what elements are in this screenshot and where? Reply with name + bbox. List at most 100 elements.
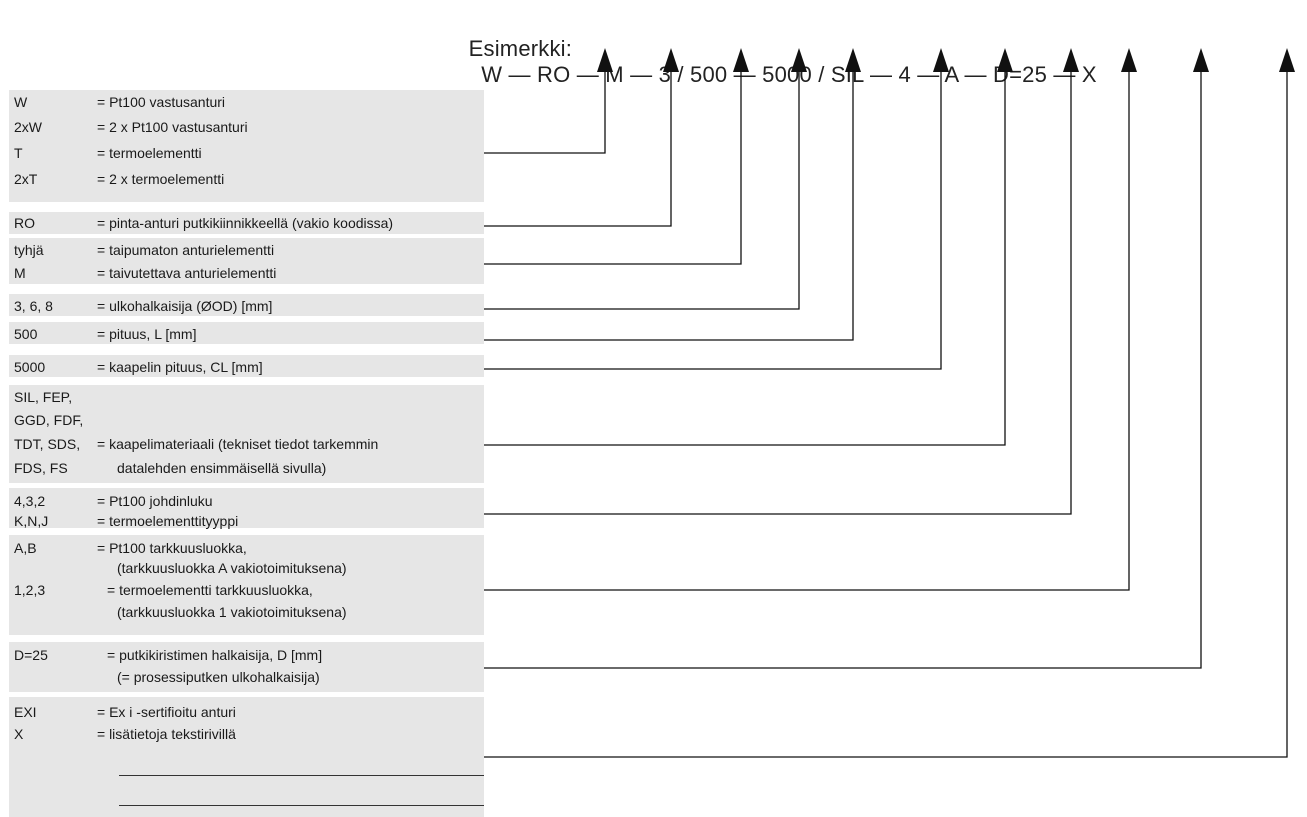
segment-separator: — xyxy=(910,62,945,87)
connector-line xyxy=(484,72,854,341)
connector-line xyxy=(484,72,1072,515)
legend-code: X xyxy=(14,726,24,742)
connector-line xyxy=(484,72,1130,591)
arrow-head xyxy=(933,48,949,72)
legend-group: W = Pt100 vastusanturi 2xW = 2 x Pt100 vast… xyxy=(9,90,484,202)
legend-group: 500 = pituus, L [mm] xyxy=(9,322,484,344)
segment-separator: — xyxy=(502,62,538,87)
legend-entry: K,N,J = termoelementtityyppi xyxy=(9,510,484,532)
code-segment: A xyxy=(944,62,959,87)
legend-entry: D=25 = putkikiristimen halkaisija, D [mm] xyxy=(9,644,484,666)
legend-description: = Pt100 vastusanturi xyxy=(97,94,226,110)
legend-code: EXI xyxy=(14,704,37,720)
legend-code: 4,3,2 xyxy=(14,493,46,509)
legend-group: D=25 = putkikiristimen halkaisija, D [mm]… xyxy=(9,642,484,692)
legend-description-continued: (tarkkuusluokka 1 vakiotoimituksena) xyxy=(117,604,347,620)
legend-description: = taipumaton anturielementti xyxy=(97,242,275,258)
legend-group: A,B = Pt100 tarkkuusluokka, (tarkkuusluokk… xyxy=(9,535,484,635)
legend-entry: (= prosessiputken ulkohalkaisija) xyxy=(9,666,484,688)
legend-entry: (tarkkuusluokka A vakiotoimituksena) xyxy=(9,557,484,579)
connector-line xyxy=(484,72,672,227)
legend-entry: FDS, FS datalehden ensimmäisellä sivulla) xyxy=(9,457,484,479)
legend-code: TDT, SDS, xyxy=(14,436,81,452)
legend-code: 1,2,3 xyxy=(14,582,46,598)
legend-entry: W = Pt100 vastusanturi xyxy=(9,91,484,113)
legend-description: = taivutettava anturielementti xyxy=(97,265,277,281)
legend-description: = putkikiristimen halkaisija, D [mm] xyxy=(107,647,323,663)
legend-entry: EXI = Ex i -sertifioitu anturi xyxy=(9,701,484,723)
segment-separator: — xyxy=(863,62,899,87)
blank-fill-line xyxy=(119,775,484,776)
legend-description: = termoelementti tarkkuusluokka, xyxy=(107,582,313,598)
code-segments: W — RO — M — 3 / 500 — 5000 / SIL — 4 — … xyxy=(469,62,1097,87)
legend-description: = kaapelimateriaali (tekniset tiedot tar… xyxy=(97,436,379,452)
legend-code: SIL, FEP, xyxy=(14,389,73,405)
segment-separator: — xyxy=(958,62,994,87)
code-example-header: Esimerkki: W — RO — M — 3 / 500 — 5000 /… xyxy=(456,10,1097,88)
legend-entry: TDT, SDS, = kaapelimateriaali (tekniset t… xyxy=(9,433,484,455)
legend-code: W xyxy=(14,94,28,110)
arrow-head xyxy=(1121,48,1137,72)
legend-entry: 2xW = 2 x Pt100 vastusanturi xyxy=(9,116,484,138)
legend-description: = termoelementti xyxy=(97,145,202,161)
arrow-head xyxy=(1193,48,1209,72)
legend-entry: 4,3,2 = Pt100 johdinluku xyxy=(9,490,484,512)
legend-code: D=25 xyxy=(14,647,48,663)
arrow-head xyxy=(597,48,613,72)
connector-line xyxy=(484,72,942,370)
connector-line xyxy=(484,72,1006,446)
code-segment: RO xyxy=(537,62,571,87)
legend-group: tyhjä = taipumaton anturielementti M = taiv… xyxy=(9,238,484,284)
legend-code: K,N,J xyxy=(14,513,49,529)
legend-description-continued: datalehden ensimmäisellä sivulla) xyxy=(117,460,327,476)
legend-description: = 2 x termoelementti xyxy=(97,171,225,187)
arrow-head xyxy=(845,48,861,72)
connector-line xyxy=(484,72,742,265)
legend-description: = Pt100 johdinluku xyxy=(97,493,213,509)
legend-description: = lisätietoja tekstirivillä xyxy=(97,726,236,742)
legend-entry: M = taivutettava anturielementti xyxy=(9,262,484,284)
blank-fill-line xyxy=(119,805,484,806)
arrow-head xyxy=(733,48,749,72)
legend-entry: T = termoelementti xyxy=(9,142,484,164)
legend-entry: RO = pinta-anturi putkikiinnikkeellä (vak… xyxy=(9,212,484,234)
legend-entry: SIL, FEP, xyxy=(9,386,484,408)
legend-code: 3, 6, 8 xyxy=(14,298,53,314)
legend-description: = ulkohalkaisija (ØOD) [mm] xyxy=(97,298,273,314)
legend-description: = 2 x Pt100 vastusanturi xyxy=(97,119,248,135)
legend-description: = Ex i -sertifioitu anturi xyxy=(97,704,236,720)
legend-code: GGD, FDF, xyxy=(14,412,84,428)
legend-code: 2xW xyxy=(14,119,42,135)
legend-description: = pinta-anturi putkikiinnikkeellä (vakio… xyxy=(97,215,394,231)
connector-line xyxy=(484,72,1288,758)
legend-description: = Pt100 tarkkuusluokka, xyxy=(97,540,247,556)
legend-code: T xyxy=(14,145,23,161)
arrow-head xyxy=(791,48,807,72)
legend-code: 5000 xyxy=(14,359,46,375)
legend-description: = termoelementtityyppi xyxy=(97,513,239,529)
connector-line xyxy=(484,72,606,154)
code-segment: X xyxy=(1081,62,1097,87)
legend-entry: GGD, FDF, xyxy=(9,409,484,431)
legend-code: 500 xyxy=(14,326,38,342)
connector-line xyxy=(484,72,800,310)
legend-entry: 2xT = 2 x termoelementti xyxy=(9,168,484,190)
legend-code: FDS, FS xyxy=(14,460,68,476)
legend-code: 2xT xyxy=(14,171,38,187)
legend-group: 3, 6, 8 = ulkohalkaisija (ØOD) [mm] xyxy=(9,294,484,316)
legend-description-continued: (tarkkuusluokka A vakiotoimituksena) xyxy=(117,560,347,576)
legend-group: RO = pinta-anturi putkikiinnikkeellä (vak… xyxy=(9,212,484,234)
legend-group: SIL, FEP, GGD, FDF, TDT, SDS, = kaapelimate… xyxy=(9,385,484,483)
legend-entry: X = lisätietoja tekstirivillä xyxy=(9,723,484,745)
legend-code: A,B xyxy=(14,540,37,556)
segment-separator: — xyxy=(570,62,606,87)
connector-line xyxy=(484,72,1202,669)
legend-code: M xyxy=(14,265,26,281)
example-label: Esimerkki: xyxy=(468,36,573,61)
legend-group: EXI = Ex i -sertifioitu anturi X = lisätiet… xyxy=(9,697,484,817)
arrow-head xyxy=(1279,48,1295,72)
legend-entry: 500 = pituus, L [mm] xyxy=(9,323,484,345)
legend-entry: A,B = Pt100 tarkkuusluokka, xyxy=(9,537,484,559)
arrow-head xyxy=(1063,48,1079,72)
